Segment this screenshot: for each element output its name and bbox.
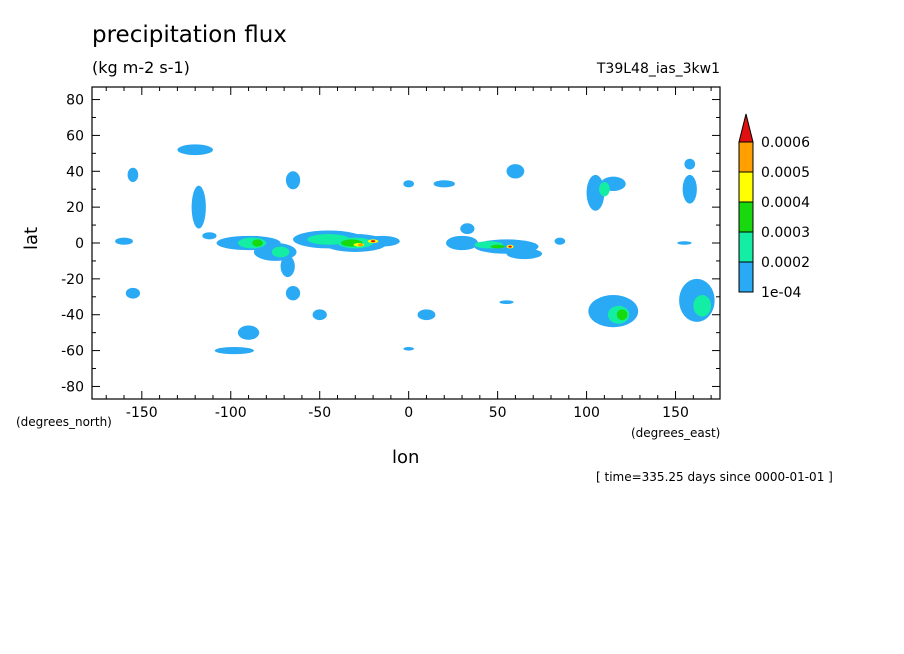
y-tick-label: 40 [66, 164, 84, 180]
x-axis-units: (degrees_east) [631, 426, 721, 440]
x-tick-label: -100 [215, 405, 247, 421]
precip-contour-23 [506, 164, 525, 179]
plot-frame [91, 86, 721, 400]
chart-units: (kg m-2 s-1) [92, 58, 190, 77]
precip-contour-26 [586, 174, 605, 211]
precip-contour-21 [460, 223, 475, 235]
precip-contour-10 [285, 286, 301, 301]
precip-contour-9 [285, 171, 301, 190]
precip-contour-50 [357, 243, 364, 247]
precip-contour-34 [499, 300, 514, 304]
precip-contour-44 [252, 239, 263, 247]
y-tick-label: -80 [61, 379, 84, 395]
colorbar-overflow-triangle [738, 113, 754, 143]
y-tick-label: -40 [61, 308, 84, 324]
precip-contour-4 [191, 185, 206, 229]
colorbar-swatch-0 [738, 261, 754, 293]
precip-contour-25 [554, 237, 566, 245]
precip-contour-41 [693, 295, 712, 317]
precip-contour-16 [214, 347, 254, 355]
precip-contour-0 [115, 237, 133, 245]
x-tick-label: -50 [308, 405, 331, 421]
colorbar: 1e-04 0.0002 0.0003 0.0004 0.0005 0.0006 [738, 113, 810, 301]
precip-contour-5 [202, 232, 217, 240]
colorbar-label: 0.0005 [761, 165, 810, 181]
y-tick-label: 20 [66, 200, 84, 216]
precip-contour-33 [417, 309, 436, 321]
precip-contour-2 [125, 287, 141, 299]
precip-contour-52 [508, 245, 512, 248]
y-tick-label: -60 [61, 344, 84, 360]
y-tick-label: -20 [61, 272, 84, 288]
precip-contour-17 [403, 180, 415, 188]
y-tick-label: 80 [66, 93, 84, 109]
colorbar-swatch-1 [738, 231, 754, 263]
run-id-label: T39L48_ias_3kw1 [596, 61, 720, 77]
chart-title: precipitation flux [92, 22, 287, 48]
colorbar-swatch-4 [738, 141, 754, 173]
precip-contour-13 [364, 235, 400, 247]
precip-contour-19 [433, 180, 455, 188]
precipitation-field [115, 144, 715, 355]
precip-contour-14 [312, 309, 327, 321]
precip-contour-18 [403, 347, 415, 351]
precip-contour-29 [682, 174, 697, 204]
colorbar-label: 1e-04 [761, 285, 801, 301]
precip-contour-46 [616, 309, 628, 321]
x-axis-label: lon [392, 447, 420, 468]
precip-contour-42 [599, 182, 610, 197]
precip-contour-8 [280, 255, 295, 278]
precip-contour-32 [684, 158, 696, 170]
y-tick-label: 60 [66, 128, 84, 144]
x-tick-label: 150 [662, 405, 689, 421]
precip-contour-3 [177, 144, 213, 156]
colorbar-swatch-3 [738, 171, 754, 203]
colorbar-label: 0.0003 [761, 225, 810, 241]
precip-contour-30 [677, 241, 692, 245]
precip-contour-51 [370, 240, 376, 243]
precip-contour-1 [127, 167, 139, 183]
colorbar-label: 0.0006 [761, 135, 810, 151]
plot-axes: -150 -100 -50 0 50 100 150 -80 -60 -40 -20 0 20 40 60 8… [61, 86, 721, 421]
x-tick-label: -150 [126, 405, 158, 421]
x-tick-label: 100 [573, 405, 600, 421]
time-stamp-label: [ time=335.25 days since 0000-01-01 ] [596, 470, 833, 484]
y-axis-units: (degrees_north) [16, 415, 112, 429]
colorbar-label: 0.0004 [761, 195, 810, 211]
colorbar-swatch-2 [738, 201, 754, 233]
precip-contour-24 [506, 248, 543, 260]
precip-contour-15 [237, 325, 260, 340]
precip-contour-20 [446, 235, 479, 251]
x-tick-label: 50 [489, 405, 507, 421]
x-tick-label: 0 [404, 405, 413, 421]
colorbar-label: 0.0002 [761, 255, 810, 271]
precip-contour-45 [490, 244, 505, 249]
y-tick-label: 0 [75, 236, 84, 252]
precip-contour-38 [271, 246, 290, 258]
